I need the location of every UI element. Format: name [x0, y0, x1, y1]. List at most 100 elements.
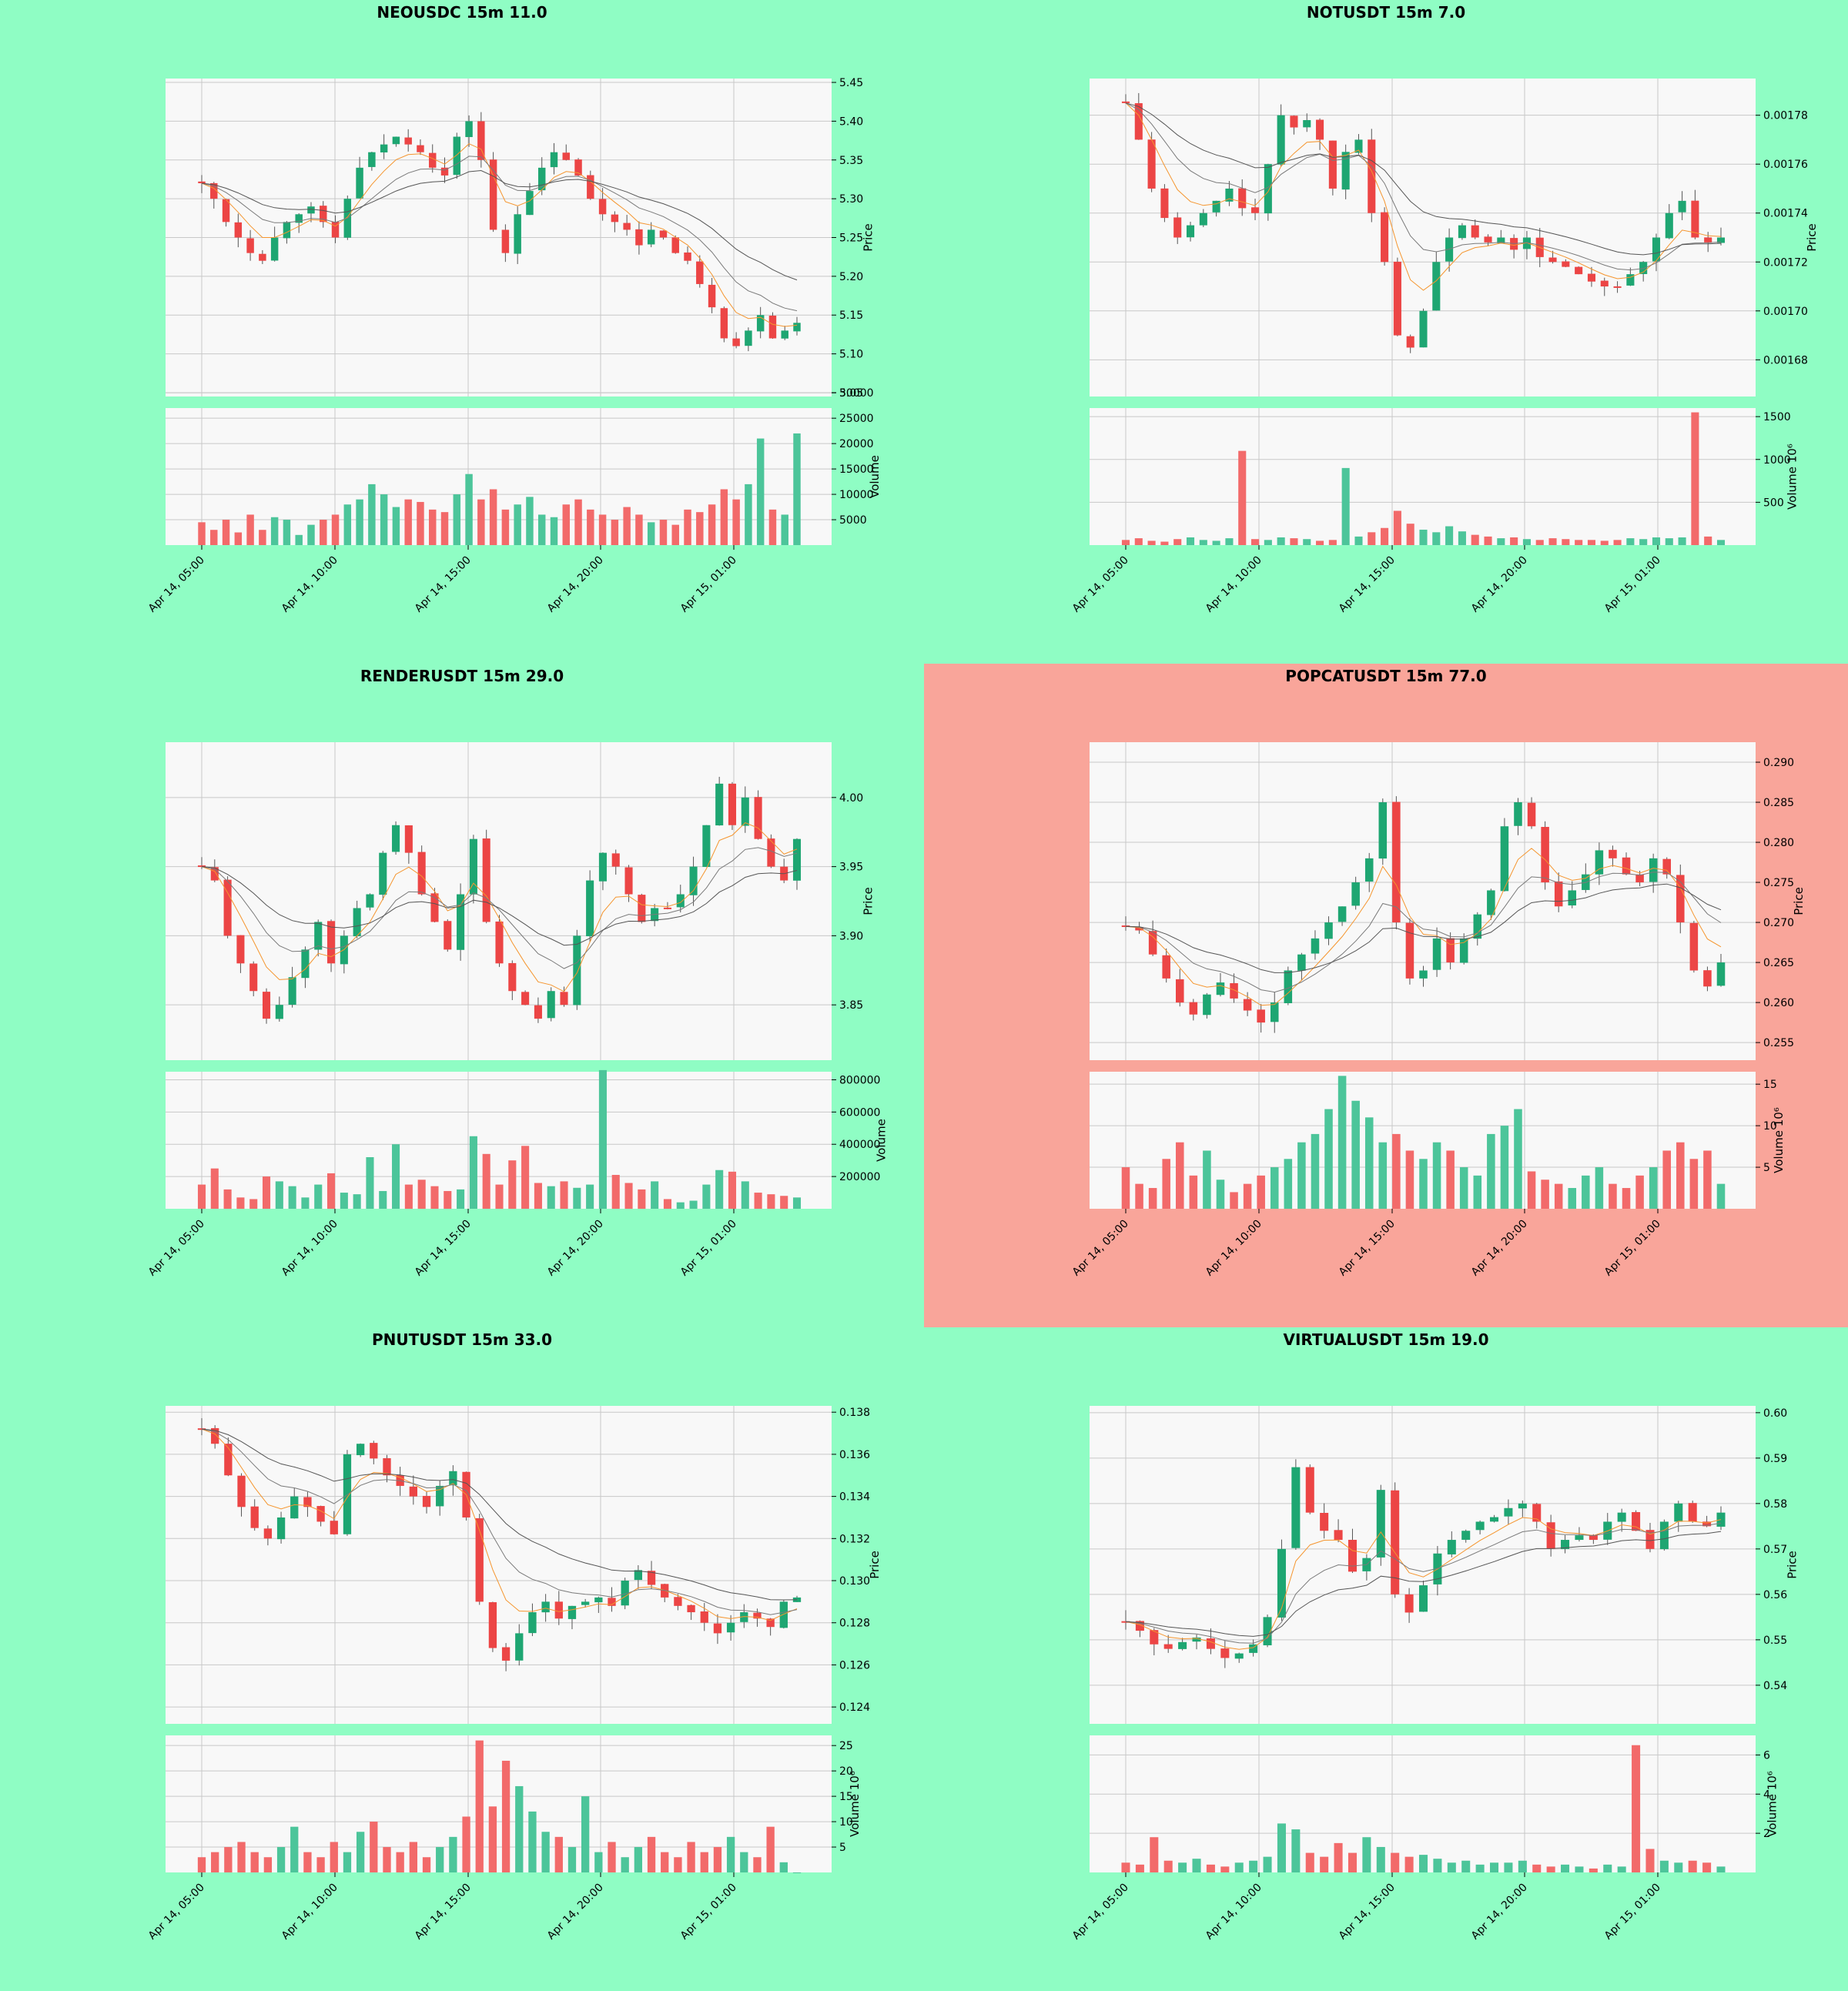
volume-bar	[1702, 1862, 1712, 1872]
y-tick-label: 0.290	[1763, 757, 1794, 769]
volume-bar	[222, 520, 230, 545]
candle-body	[482, 838, 490, 922]
candle-body	[574, 159, 582, 176]
volume-axis-label: Volume	[868, 455, 882, 498]
candle-body	[198, 181, 206, 183]
volume-bar	[1160, 541, 1169, 545]
candle-body	[259, 253, 266, 261]
moving-average-line	[201, 847, 798, 969]
volume-bar	[1622, 1188, 1631, 1209]
volume-bar	[1121, 1167, 1130, 1209]
volume-bar	[440, 512, 449, 545]
candle-body	[1703, 970, 1712, 987]
candle-body	[1617, 1512, 1626, 1522]
candle-body	[1419, 310, 1428, 348]
y-tick-label: 0.00176	[1763, 159, 1808, 171]
volume-bar	[246, 514, 254, 545]
candle-body	[1284, 970, 1293, 1003]
volume-bar	[1532, 1864, 1542, 1872]
candle-body	[541, 1601, 550, 1613]
volume-bar	[1446, 1150, 1455, 1209]
candle-body	[515, 1633, 524, 1661]
candle-body	[356, 1444, 365, 1456]
y-tick-label: 0.128	[839, 1618, 870, 1630]
candle-body	[1548, 257, 1557, 263]
candle-body	[197, 865, 206, 868]
candle-body	[1230, 983, 1238, 999]
candle-body	[1392, 801, 1401, 923]
y-tick-label: 0.270	[1763, 917, 1794, 929]
volume-bar	[1186, 537, 1195, 545]
volume-bar	[1134, 538, 1143, 545]
volume-bar	[1341, 467, 1350, 545]
candle-body	[1354, 139, 1363, 153]
volume-bar	[634, 1847, 643, 1872]
candle-body	[792, 838, 802, 881]
volume-tick-label: 5	[1763, 1162, 1770, 1174]
volume-bar	[1249, 1860, 1258, 1872]
candle-body	[740, 1612, 748, 1622]
candle-body	[671, 237, 679, 253]
y-tick-label: 5.40	[839, 115, 863, 128]
candle-body	[766, 1618, 775, 1628]
candle-body	[1532, 1504, 1542, 1522]
y-tick-label: 0.285	[1763, 797, 1794, 809]
candle-body	[1659, 1521, 1669, 1550]
volume-bar	[1238, 450, 1247, 545]
candle-body	[1546, 1522, 1555, 1549]
volume-bar	[1121, 1862, 1130, 1872]
x-tick-label: Apr 14, 20:00	[1469, 554, 1530, 615]
candle-body	[1178, 1641, 1187, 1649]
volume-bar	[1419, 1159, 1428, 1209]
y-tick-label: 0.260	[1763, 997, 1794, 1009]
candle-body	[528, 1612, 537, 1634]
candle-body	[1147, 139, 1156, 189]
chart-title: NOTUSDT 15m 7.0	[1306, 3, 1466, 22]
volume-bar	[1575, 540, 1583, 545]
volume-bar	[1178, 1862, 1187, 1872]
candle-body	[469, 838, 477, 895]
volume-bar	[1220, 1866, 1230, 1872]
candle-body	[1150, 1630, 1159, 1645]
candle-body	[793, 323, 801, 332]
volume-bar	[720, 489, 728, 545]
volume-bar	[1626, 538, 1635, 545]
volume-bar	[331, 514, 340, 545]
candle-body	[1461, 1531, 1471, 1540]
candle-body	[598, 199, 607, 215]
moving-average-line	[1125, 883, 1722, 973]
chart-panel: POPCATUSDT 15m 77.0 Apr 14, 05:00 Apr 14, …	[924, 664, 1848, 1327]
candle-body	[550, 152, 558, 168]
volume-bar	[1645, 1849, 1655, 1872]
candle-body	[379, 852, 387, 895]
candle-body	[1676, 875, 1685, 923]
volume-bar	[1662, 1150, 1671, 1209]
candle-body	[222, 199, 230, 223]
moving-average-line	[201, 822, 798, 992]
moving-average-line	[1125, 1531, 1722, 1637]
y-tick-label: 0.130	[839, 1575, 870, 1588]
volume-bar	[276, 1847, 286, 1872]
volume-bar	[674, 1857, 682, 1872]
volume-tick-label: 1000	[1763, 454, 1791, 467]
candle-body	[1206, 1638, 1215, 1649]
volume-bar	[1354, 536, 1363, 545]
volume-plot-area	[1090, 1735, 1756, 1872]
candle-body	[745, 330, 752, 346]
candle-body	[249, 963, 258, 992]
candle-body	[444, 921, 452, 950]
candle-body	[290, 1496, 299, 1519]
candle-body	[1121, 925, 1130, 928]
candle-body	[1186, 225, 1195, 238]
volume-axis-label: Volume 10⁶	[848, 1771, 862, 1837]
candle-body	[732, 338, 740, 346]
candle-body	[1527, 802, 1536, 827]
candle-body	[250, 1506, 259, 1528]
x-tick-label: Apr 14, 05:00	[1070, 1218, 1131, 1279]
volume-bar	[554, 1836, 563, 1872]
volume-tick-label: 2	[1763, 1828, 1770, 1840]
volume-bar	[715, 1170, 724, 1209]
candle-body	[1212, 200, 1220, 212]
volume-bar	[1432, 532, 1441, 545]
candle-body	[1148, 931, 1157, 955]
